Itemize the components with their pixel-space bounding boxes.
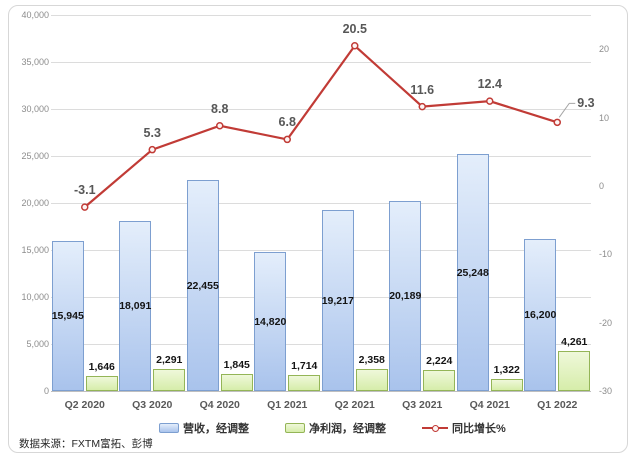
y-axis-left-tick-label: 40,000 — [21, 10, 49, 20]
growth-point-marker — [486, 97, 494, 105]
revenue-value-label: 19,217 — [321, 294, 354, 307]
category-label: Q4 2020 — [199, 399, 240, 411]
gridline — [51, 156, 591, 157]
gridline — [51, 297, 591, 298]
y-axis-right-tick-label: -20 — [599, 317, 613, 328]
growth-point-marker — [216, 121, 224, 130]
legend-label-profit: 净利润，经调整 — [309, 423, 386, 435]
y-axis-right-tick-label: 10 — [599, 112, 610, 123]
growth-point-marker — [351, 42, 359, 50]
gridline — [51, 62, 591, 63]
gridline — [51, 344, 591, 345]
profit-bar — [355, 369, 388, 391]
y-axis-right-tick-label: -30 — [599, 386, 613, 396]
revenue-value-label: 22,455 — [186, 279, 219, 292]
profit-value-label: 1,714 — [291, 360, 318, 372]
y-axis-right-tick-label: -10 — [599, 249, 613, 260]
growth-marker-sample — [432, 424, 439, 432]
legend-item-growth: 同比增长% — [422, 420, 506, 436]
category-label: Q2 2021 — [334, 399, 375, 411]
profit-bar — [288, 375, 321, 391]
profit-bar — [85, 376, 118, 391]
legend-label-revenue: 营收，经调整 — [183, 423, 249, 435]
growth-point-marker — [148, 145, 156, 154]
revenue-bar — [186, 180, 219, 391]
profit-swatch-icon — [285, 423, 305, 433]
y-axis-right-tick-label: 20 — [599, 44, 610, 55]
legend-label-growth: 同比增长% — [452, 423, 506, 435]
growth-value-label: 12.4 — [477, 77, 502, 92]
growth-value-label: 5.3 — [143, 125, 161, 140]
revenue-swatch-icon — [159, 423, 179, 433]
revenue-bar — [389, 201, 422, 391]
growth-value-label: -3.1 — [73, 183, 96, 198]
revenue-value-label: 25,248 — [456, 266, 489, 279]
profit-value-label: 2,291 — [156, 354, 183, 366]
profit-value-label: 1,322 — [493, 364, 520, 376]
profit-bar — [220, 374, 253, 391]
category-label: Q1 2022 — [537, 399, 578, 411]
profit-bar — [153, 369, 186, 391]
y-axis-left-tick-label: 10,000 — [21, 292, 49, 302]
category-label: Q1 2021 — [267, 399, 308, 411]
growth-value-label: 8.8 — [211, 101, 229, 116]
growth-line-swatch-icon — [422, 423, 448, 433]
y-axis-left-tick-label: 0 — [43, 386, 49, 396]
y-axis-left-tick-label: 25,000 — [21, 151, 49, 161]
source-note: 数据来源：FXTM富拓、彭博 — [19, 438, 153, 450]
y-axis-left-tick-label: 30,000 — [21, 104, 49, 114]
growth-value-label: 20.5 — [342, 21, 367, 36]
legend-item-profit: 净利润，经调整 — [285, 420, 386, 436]
gridline — [51, 109, 591, 110]
growth-point-marker — [283, 135, 291, 144]
legend-item-revenue: 营收，经调整 — [159, 420, 249, 436]
growth-value-label: 6.8 — [278, 115, 296, 130]
revenue-value-label: 15,945 — [51, 310, 84, 322]
revenue-value-label: 20,189 — [389, 290, 422, 302]
y-axis-left-tick-label: 15,000 — [21, 245, 49, 255]
growth-point-marker — [553, 118, 561, 127]
profit-value-label: 2,224 — [426, 355, 453, 367]
growth-value-label: 9.3 — [577, 96, 595, 111]
y-axis-left-tick-label: 5,000 — [26, 339, 49, 349]
profit-bar — [558, 351, 591, 391]
growth-value-label: 11.6 — [410, 82, 435, 97]
revenue-bar — [51, 241, 84, 391]
x-axis-line — [51, 391, 591, 392]
revenue-value-label: 16,200 — [524, 309, 557, 321]
profit-bar — [490, 379, 523, 391]
y-axis-left-tick-label: 35,000 — [21, 57, 49, 67]
category-label: Q4 2021 — [469, 399, 510, 411]
revenue-bar — [254, 252, 287, 391]
revenue-bar — [119, 221, 152, 391]
growth-point-marker — [81, 203, 89, 211]
profit-value-label: 1,845 — [223, 359, 250, 371]
category-label: Q3 2020 — [132, 399, 173, 411]
category-label: Q2 2020 — [64, 399, 105, 411]
chart-frame: 40,000 35,000 30,000 25,000 20,000 15,000 10,0… — [8, 5, 628, 453]
profit-value-label: 2,358 — [358, 354, 385, 366]
y-axis-left-tick-label: 20,000 — [21, 198, 49, 208]
gridline — [51, 203, 591, 204]
callout-leader-line — [558, 102, 576, 118]
revenue-bar — [524, 239, 557, 391]
gridline — [51, 15, 591, 16]
y-axis-right-tick-label: 0 — [599, 180, 605, 191]
profit-value-label: 4,261 — [561, 336, 588, 348]
revenue-value-label: 18,091 — [119, 300, 152, 312]
category-label: Q3 2021 — [402, 399, 443, 411]
profit-value-label: 1,646 — [88, 361, 115, 373]
revenue-value-label: 14,820 — [254, 315, 287, 328]
legend: 营收，经调整 净利润，经调整 同比增长% — [159, 420, 506, 436]
revenue-bar — [321, 210, 354, 391]
profit-bar — [423, 370, 456, 391]
gridline — [51, 250, 591, 251]
